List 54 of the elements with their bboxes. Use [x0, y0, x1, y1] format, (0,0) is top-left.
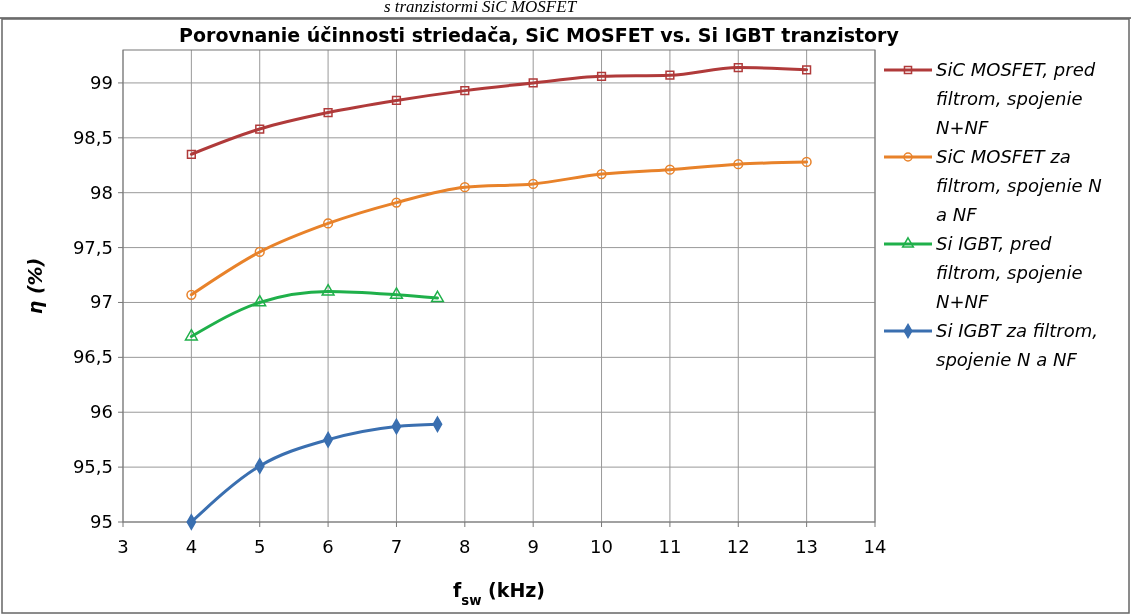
y-tick-label: 98	[90, 181, 113, 203]
point	[801, 156, 812, 168]
point	[430, 290, 445, 303]
point	[255, 124, 265, 134]
y-tick-label: 95	[90, 511, 113, 532]
point	[391, 95, 402, 106]
point	[389, 287, 404, 299]
point	[186, 149, 196, 159]
point	[323, 107, 333, 118]
point	[254, 246, 265, 258]
point	[528, 178, 539, 190]
chart-title: Porovnanie účinnosti striedača, SiC MOSFET vs. Si IGBT tranzistory	[179, 24, 900, 46]
point	[460, 85, 470, 96]
x-tick-label: 3	[117, 536, 129, 557]
point	[184, 328, 198, 341]
y-tick-label: 97,5	[72, 236, 113, 258]
point	[186, 289, 197, 300]
x-tick-label: 9	[527, 536, 539, 557]
point	[596, 168, 607, 180]
point	[664, 164, 676, 175]
point	[391, 197, 402, 208]
y-tick-label: 95,5	[72, 456, 113, 478]
y-tick-label: 96	[90, 401, 113, 423]
x-axis-title: f$_{sw}$ (kHz)	[452, 579, 546, 608]
x-tick-label: 8	[459, 536, 471, 557]
legend-label: Si IGBT, pred filtrom, spojenie N+NF	[936, 233, 1083, 312]
legend-label: SiC MOSFET za filtrom, spojenie N a NF	[936, 146, 1102, 225]
legend-label: SiC MOSFET, pred filtrom, spojenie N+NF	[936, 59, 1096, 138]
legend-label: Si IGBT za filtrom, spojenie N a NF	[936, 320, 1099, 370]
text: s tranzistormi SiC MOSFET	[383, 0, 578, 16]
y-tick-label: 99	[90, 71, 113, 93]
point	[528, 78, 538, 88]
point	[733, 62, 743, 73]
x-tick-label: 10	[590, 536, 613, 557]
point	[596, 71, 607, 81]
y-tick-label: 98,5	[72, 126, 113, 148]
point	[665, 70, 675, 80]
point	[321, 283, 335, 296]
point	[322, 218, 334, 229]
x-tick-label: 14	[863, 536, 887, 557]
y-axis-title: η (%)	[24, 257, 46, 315]
point	[733, 159, 744, 170]
x-tick-label: 7	[390, 536, 403, 557]
x-tick-label: 11	[658, 536, 682, 557]
x-tick-label: 12	[726, 536, 750, 557]
x-tick-label: 6	[322, 536, 334, 557]
point	[253, 294, 267, 307]
y-tick-label: 96,5	[72, 346, 113, 368]
point	[802, 65, 812, 75]
y-tick-label: 97	[90, 291, 113, 313]
x-tick-label: 4	[185, 536, 198, 557]
x-tick-label: 5	[254, 536, 266, 557]
x-tick-label: 13	[795, 536, 819, 557]
point	[459, 182, 470, 193]
